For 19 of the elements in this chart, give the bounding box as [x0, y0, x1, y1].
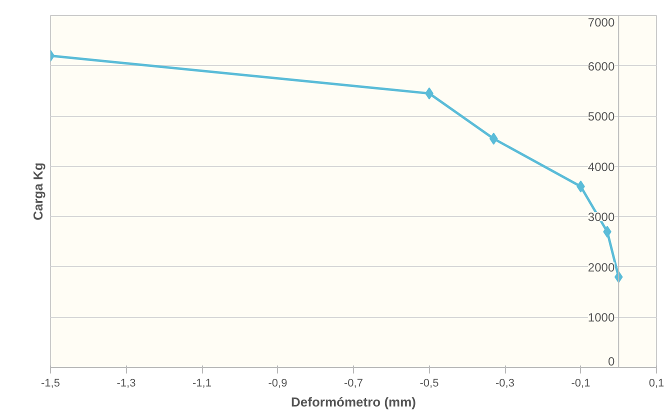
y-tick-label: 1000 — [588, 310, 615, 325]
x-tick-label: 0,1 — [648, 378, 664, 390]
y-tick-label: 0 — [608, 354, 615, 368]
y-tick-label: 7000 — [588, 16, 615, 30]
x-tick-label: -1,3 — [116, 378, 136, 390]
y-tick-label: 5000 — [588, 110, 615, 124]
y-tick-label: 2000 — [588, 260, 615, 274]
y-axis-title: Carga Kg — [30, 162, 46, 220]
x-tick-label: -1,1 — [192, 378, 212, 390]
x-tick-label: -1,5 — [41, 378, 60, 390]
x-tick-label: -0,7 — [344, 378, 363, 390]
x-axis-title: Deformómetro (mm) — [291, 394, 416, 410]
x-tick-label: -0,1 — [571, 378, 590, 390]
x-tick-label: -0,9 — [268, 378, 288, 390]
y-tick-label: 6000 — [588, 59, 615, 74]
x-tick-label: -0,3 — [496, 378, 514, 390]
y-tick-label: 4000 — [588, 160, 615, 174]
y-tick-label: 3000 — [588, 210, 615, 224]
x-tick-label: -0,5 — [420, 378, 439, 390]
